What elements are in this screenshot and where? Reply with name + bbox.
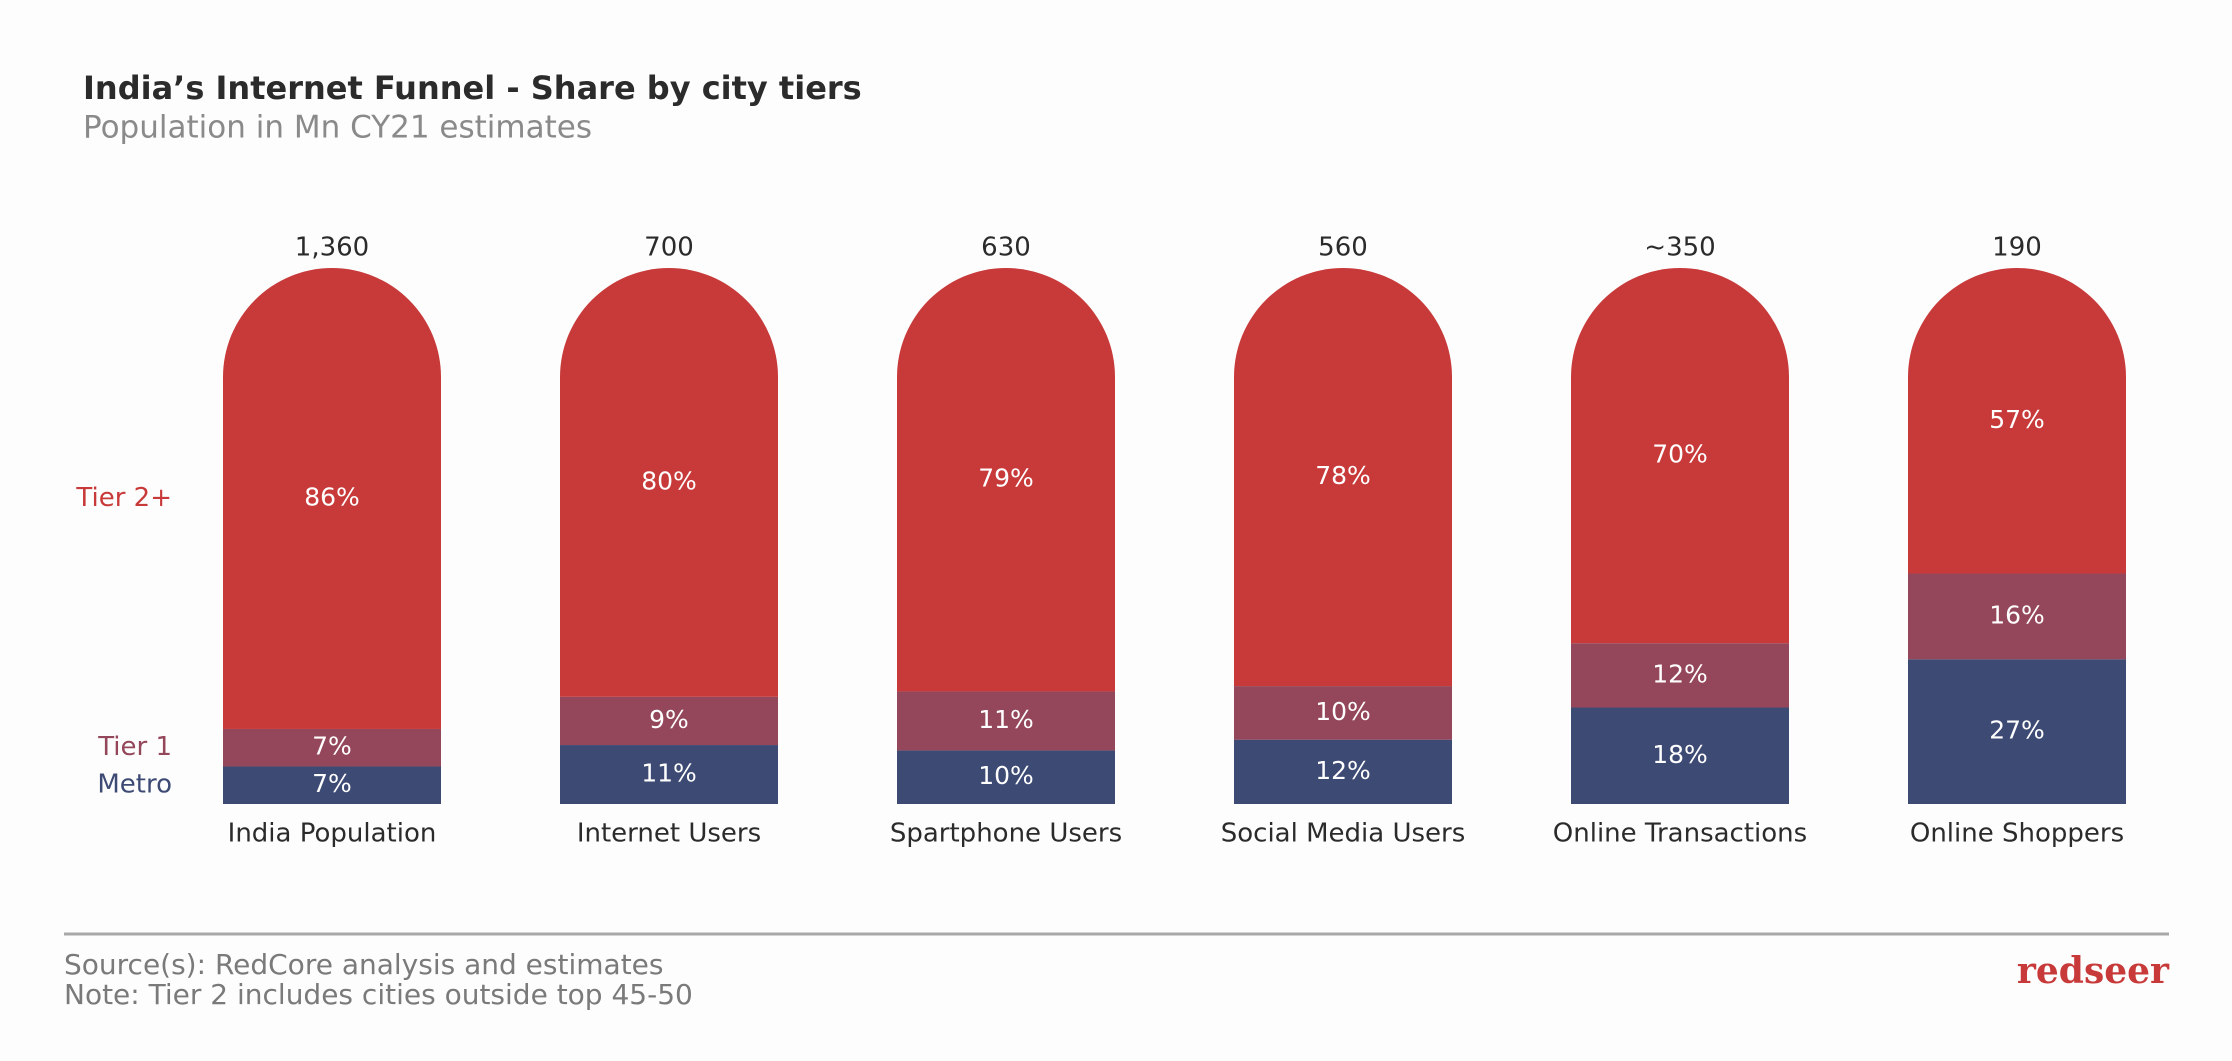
total-label: 700 — [644, 233, 694, 263]
bar-segment — [897, 268, 1115, 692]
bar-segment — [1234, 268, 1452, 687]
segment-label: 18% — [1652, 740, 1708, 769]
segment-label: 12% — [1315, 756, 1371, 785]
total-label: 630 — [981, 233, 1031, 263]
bar-segment — [1571, 707, 1789, 804]
x-tick-label: Spartphone Users — [890, 819, 1122, 849]
bar-segment — [560, 745, 778, 804]
bar-segment — [223, 268, 441, 729]
segment-label: 12% — [1652, 659, 1708, 688]
bar-segment — [1234, 686, 1452, 740]
bar-segment — [1908, 659, 2126, 804]
bar-segment — [1908, 268, 2126, 574]
bar-segment — [560, 268, 778, 697]
segment-label: 9% — [649, 705, 689, 734]
segment-label: 57% — [1989, 405, 2045, 434]
x-tick-label: Online Shoppers — [1910, 819, 2124, 849]
x-tick-label: Online Transactions — [1553, 819, 1807, 849]
segment-label: 7% — [312, 769, 352, 798]
segment-label: 79% — [978, 464, 1034, 493]
legend-label: Metro — [97, 770, 172, 800]
segment-label: 86% — [304, 482, 360, 511]
bar-segment — [897, 691, 1115, 751]
bar-segment — [1234, 739, 1452, 804]
total-label: 560 — [1318, 233, 1368, 263]
x-tick-label: India Population — [228, 819, 437, 849]
segment-label: 27% — [1989, 716, 2045, 745]
source-note: Source(s): RedCore analysis and estimate… — [64, 948, 663, 981]
legend-label: Tier 2+ — [75, 483, 172, 513]
bar-segment — [1571, 643, 1789, 708]
total-label: 1,360 — [295, 233, 369, 263]
bar-segment — [1908, 573, 2126, 660]
segment-label: 80% — [641, 466, 697, 495]
bar-segment — [223, 728, 441, 767]
bar-segment — [223, 766, 441, 804]
bar-segment — [560, 696, 778, 746]
segment-label: 10% — [1315, 697, 1371, 726]
segment-label: 16% — [1989, 600, 2045, 629]
bar-segment — [1571, 268, 1789, 644]
segment-label: 78% — [1315, 461, 1371, 490]
bar-segment — [897, 750, 1115, 804]
brand-logo: redseer — [2017, 950, 2170, 992]
segment-label: 10% — [978, 761, 1034, 790]
segment-label: 70% — [1652, 440, 1708, 469]
segment-label: 7% — [312, 732, 352, 761]
total-label: 190 — [1992, 233, 2042, 263]
total-label: ~350 — [1644, 233, 1715, 263]
chart-subtitle: Population in Mn CY21 estimates — [83, 110, 592, 146]
footnote: Note: Tier 2 includes cities outside top… — [64, 978, 693, 1011]
segment-label: 11% — [641, 759, 697, 788]
legend-label: Tier 1 — [97, 732, 172, 762]
chart-title: India’s Internet Funnel - Share by city … — [83, 69, 862, 107]
x-tick-label: Internet Users — [577, 819, 761, 849]
x-tick-label: Social Media Users — [1221, 819, 1466, 849]
segment-label: 11% — [978, 705, 1034, 734]
